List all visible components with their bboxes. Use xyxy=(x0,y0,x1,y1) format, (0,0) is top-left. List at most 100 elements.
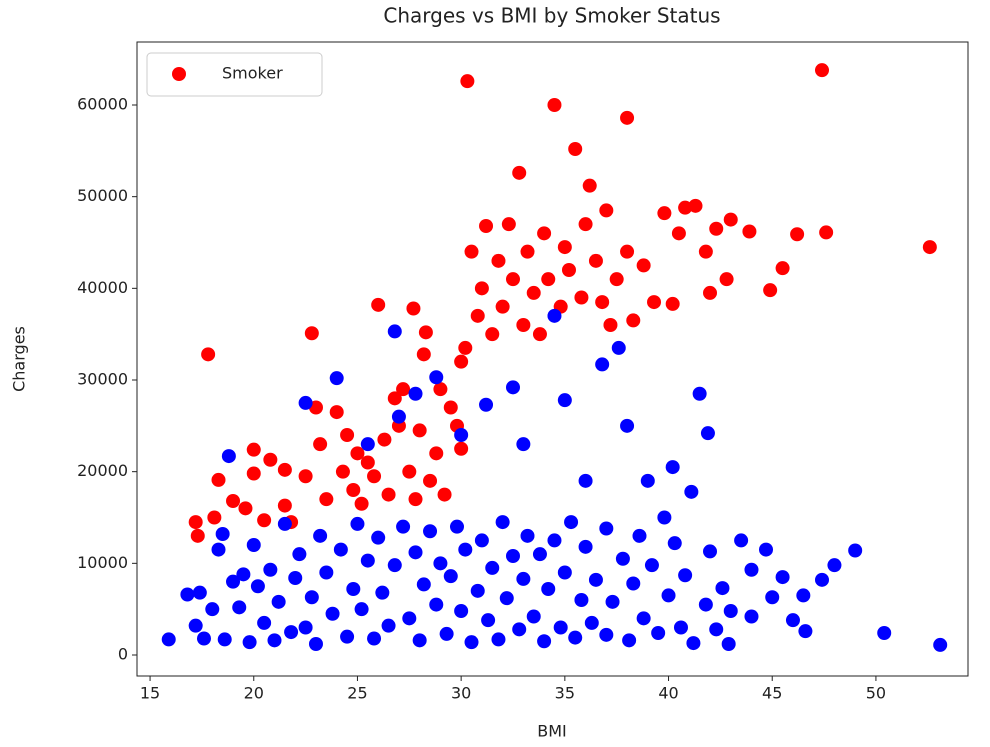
point xyxy=(495,299,510,314)
point xyxy=(516,318,531,333)
point xyxy=(723,212,738,227)
point xyxy=(325,606,340,621)
point xyxy=(578,473,593,488)
x-tick-label: 45 xyxy=(762,684,782,703)
point xyxy=(408,386,423,401)
point xyxy=(719,272,734,287)
point xyxy=(292,547,307,562)
point xyxy=(700,426,715,441)
point xyxy=(665,296,680,311)
point xyxy=(458,340,473,355)
point xyxy=(354,602,369,617)
point xyxy=(367,631,382,646)
point xyxy=(188,618,203,633)
point xyxy=(429,597,444,612)
point xyxy=(464,244,479,259)
point xyxy=(277,516,292,531)
point xyxy=(470,308,485,323)
point xyxy=(657,206,672,221)
point xyxy=(396,382,411,397)
point xyxy=(626,313,641,328)
x-tick-label: 50 xyxy=(866,684,886,703)
point xyxy=(319,565,334,580)
point xyxy=(595,295,610,310)
point xyxy=(350,446,365,461)
point xyxy=(703,544,718,559)
point xyxy=(673,620,688,635)
point xyxy=(485,327,500,342)
point xyxy=(226,574,241,589)
point xyxy=(848,543,863,558)
point xyxy=(698,244,713,259)
point xyxy=(798,624,813,639)
point xyxy=(734,533,749,548)
point xyxy=(790,227,805,242)
point xyxy=(775,261,790,276)
point xyxy=(381,618,396,633)
point xyxy=(520,244,535,259)
point xyxy=(640,473,655,488)
point xyxy=(350,516,365,531)
point xyxy=(416,577,431,592)
point xyxy=(429,370,444,385)
point xyxy=(250,579,265,594)
point xyxy=(277,498,292,513)
point xyxy=(479,397,494,412)
point xyxy=(304,590,319,605)
point xyxy=(568,142,583,157)
point xyxy=(263,452,278,467)
point xyxy=(319,492,334,507)
point xyxy=(547,533,562,548)
point xyxy=(474,533,489,548)
point xyxy=(491,253,506,268)
point xyxy=(454,428,469,443)
point xyxy=(479,219,494,234)
point xyxy=(313,528,328,543)
point xyxy=(532,327,547,342)
point xyxy=(375,585,390,600)
chart-title: Charges vs BMI by Smoker Status xyxy=(383,4,720,28)
point xyxy=(207,510,222,525)
point xyxy=(814,572,829,587)
point xyxy=(532,547,547,562)
point xyxy=(429,446,444,461)
point xyxy=(715,581,730,596)
point xyxy=(796,588,811,603)
point xyxy=(578,539,593,554)
point xyxy=(371,530,386,545)
point xyxy=(387,558,402,573)
point xyxy=(298,469,313,484)
point xyxy=(458,542,473,557)
point xyxy=(329,371,344,386)
point xyxy=(605,594,620,609)
point xyxy=(433,556,448,571)
point xyxy=(201,347,216,362)
point xyxy=(190,528,205,543)
point xyxy=(232,600,247,615)
point xyxy=(180,587,195,602)
point xyxy=(526,285,541,300)
point xyxy=(501,217,516,232)
point xyxy=(819,225,834,240)
point xyxy=(412,633,427,648)
y-tick-label: 20000 xyxy=(77,461,128,480)
point xyxy=(217,632,232,647)
plot-frame xyxy=(136,41,969,677)
point xyxy=(709,221,724,236)
point xyxy=(335,464,350,479)
point xyxy=(644,558,659,573)
point xyxy=(161,632,176,647)
point xyxy=(541,581,556,596)
point xyxy=(678,568,693,583)
point xyxy=(620,418,635,433)
point xyxy=(574,290,589,305)
point xyxy=(443,400,458,415)
point xyxy=(313,437,328,452)
point xyxy=(406,301,421,316)
point xyxy=(661,588,676,603)
point xyxy=(636,611,651,626)
point xyxy=(402,611,417,626)
point xyxy=(226,494,241,509)
point xyxy=(667,536,682,551)
point xyxy=(354,496,369,511)
